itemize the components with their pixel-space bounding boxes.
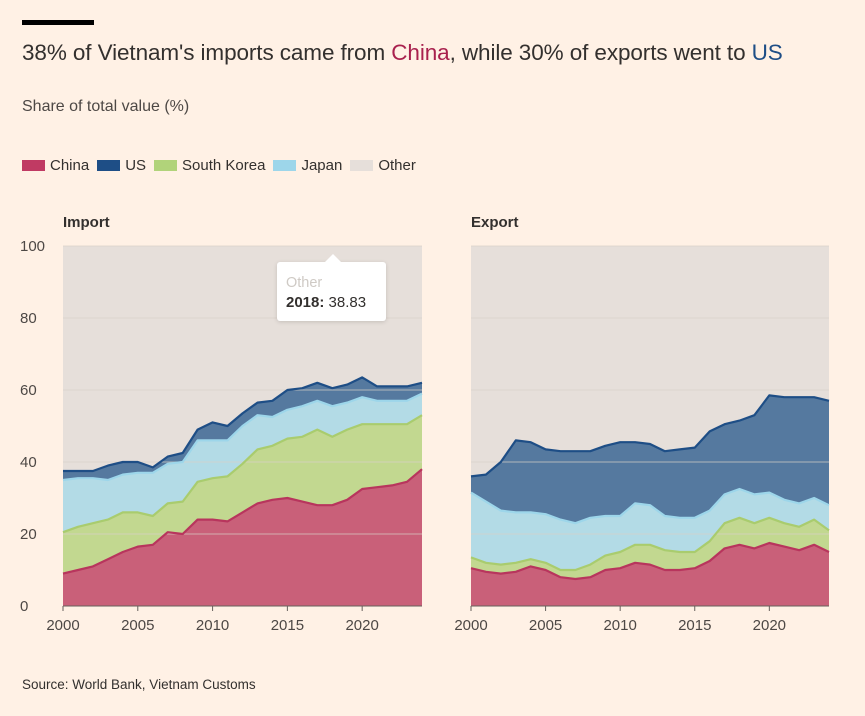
import-line-japan	[62, 392, 423, 482]
legend-item-other[interactable]: Other	[350, 157, 416, 174]
import-x-tick-label-2000: 2000	[46, 617, 79, 634]
tooltip-value-line: 2018: 38.83	[286, 294, 366, 311]
export-area-us	[471, 395, 829, 524]
import-y-tick-label-40: 40	[20, 454, 37, 471]
export-line-south-korea	[470, 516, 830, 572]
import-area-china	[63, 469, 422, 606]
import-x-tick-label-2020: 2020	[345, 617, 378, 634]
legend-swatch-south-korea	[154, 160, 178, 171]
import-x-tick-label-2015: 2015	[271, 617, 304, 634]
title-china: China	[391, 40, 450, 65]
export-area-china	[471, 543, 829, 606]
title-us: US	[751, 40, 783, 65]
legend-label-us: US	[125, 157, 147, 174]
import-line-us	[63, 376, 423, 473]
export-area-japan	[471, 489, 829, 570]
legend-label-china: China	[50, 157, 90, 174]
brand-bar	[22, 20, 94, 25]
export-line-japan	[470, 487, 830, 525]
import-y-tick-label-20: 20	[20, 526, 37, 543]
title-middle: , while 30% of exports went to	[449, 40, 752, 65]
export-x-tick-label-2010: 2010	[603, 617, 636, 634]
legend-item-us[interactable]: US	[97, 157, 146, 174]
title-prefix: 38% of Vietnam's imports came from	[22, 40, 392, 65]
import-line-china	[62, 468, 423, 575]
import-line-south-korea	[62, 414, 423, 534]
export-x-tick-label-2000: 2000	[454, 617, 487, 634]
import-x-tick-label-2010: 2010	[196, 617, 229, 634]
tooltip: Other 2018: 38.83	[277, 254, 386, 321]
legend-label-japan: Japan	[301, 157, 343, 174]
legend-item-china[interactable]: China	[22, 157, 89, 174]
legend-swatch-china	[22, 160, 45, 171]
import-y-tick-label-0: 0	[20, 598, 28, 615]
legend: China US South Korea Japan Other	[22, 157, 424, 174]
tooltip-year: 2018:	[286, 294, 325, 311]
source-note: Source: World Bank, Vietnam Customs	[22, 677, 256, 692]
import-panel-title: Import	[63, 214, 110, 231]
export-x-tick-label-2020: 2020	[753, 617, 786, 634]
export-x-tick-label-2015: 2015	[678, 617, 711, 634]
export-area-south-korea	[471, 517, 829, 579]
export-area-other	[471, 246, 829, 477]
tooltip-series: Other	[286, 275, 323, 291]
legend-swatch-us	[97, 160, 121, 171]
legend-swatch-other	[350, 160, 374, 171]
legend-label-other: Other	[378, 157, 416, 174]
export-line-china	[470, 541, 830, 581]
legend-swatch-japan	[273, 160, 297, 171]
import-y-tick-label-100: 100	[20, 238, 45, 255]
export-x-tick-label-2005: 2005	[529, 617, 562, 634]
tooltip-value: 38.83	[328, 294, 367, 311]
legend-label-south-korea: South Korea	[182, 157, 266, 174]
chart-title: 38% of Vietnam's imports came from China…	[22, 40, 783, 66]
legend-item-south-korea[interactable]: South Korea	[154, 157, 265, 174]
export-panel-title: Export	[471, 214, 519, 231]
import-x-tick-label-2005: 2005	[121, 617, 154, 634]
import-area-us	[63, 377, 422, 480]
import-y-tick-label-60: 60	[20, 382, 37, 399]
export-line-us	[470, 394, 830, 478]
legend-item-japan[interactable]: Japan	[273, 157, 342, 174]
import-y-tick-label-80: 80	[20, 310, 37, 327]
chart-subtitle: Share of total value (%)	[22, 98, 190, 115]
